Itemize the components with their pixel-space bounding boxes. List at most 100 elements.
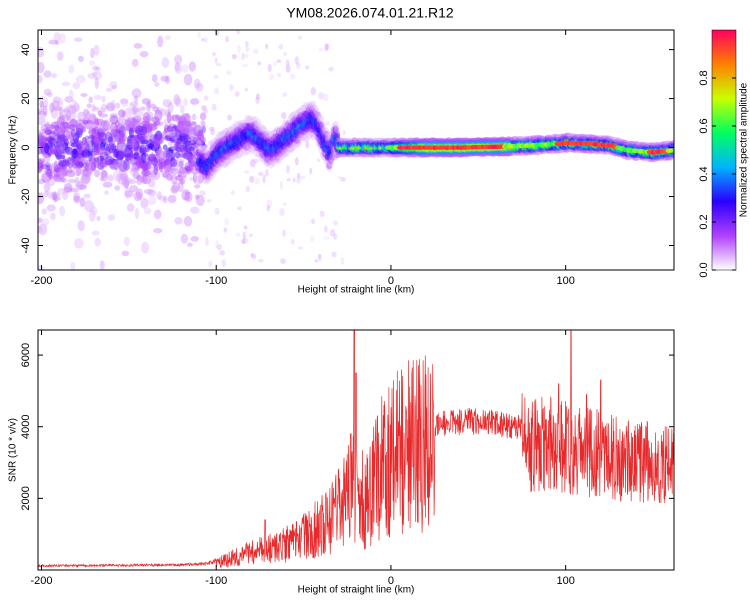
spectrogram-cell	[179, 178, 186, 185]
spectrogram-cell	[252, 120, 259, 129]
spectrogram-cell	[70, 187, 79, 193]
spectrogram-cell	[68, 118, 77, 125]
spectrogram-cell	[67, 178, 77, 184]
spectrogram-cell	[288, 144, 295, 153]
spectrogram-cell	[63, 166, 69, 177]
spectrogram-cell	[312, 104, 319, 113]
spectrogram-cell	[253, 149, 260, 158]
spectrogram-cell	[88, 96, 93, 104]
spectrogram-cell	[50, 146, 59, 155]
spectrogram-cell	[269, 158, 276, 167]
spectrogram-cell	[141, 168, 146, 178]
spectrogram-cell	[233, 149, 240, 158]
snr-panel: -200 -100 0 100 2000 4000 6000 Height of stra…	[8, 329, 675, 596]
spectrogram-cell	[309, 130, 315, 138]
spectrogram-cell	[310, 100, 317, 109]
spectrogram-cell	[89, 60, 95, 66]
spectrogram-cell	[124, 178, 130, 190]
spectrogram-cell	[224, 218, 229, 227]
spectrogram-cell	[117, 130, 126, 141]
spectrogram-cell	[261, 156, 268, 165]
spectrogram-cell	[95, 149, 105, 155]
spectrogram-cell	[329, 152, 336, 161]
spectrogram-cell	[223, 227, 227, 233]
spectrogram-cell	[96, 128, 105, 138]
spectrogram-cell	[299, 104, 306, 113]
spectrogram-cell	[183, 73, 193, 86]
spectrogram-cell	[146, 100, 151, 112]
spectrogram-cell	[162, 195, 168, 204]
spectrogram-cell	[274, 155, 281, 163]
spectrogram-cell	[206, 173, 213, 182]
spectrogram-cell	[53, 165, 62, 178]
spectrogram-cell	[182, 127, 190, 138]
spectrogram-cell	[315, 110, 322, 119]
spectrogram-cell	[48, 168, 56, 179]
spectrogram-cell	[241, 119, 248, 128]
spectrogram-cell	[38, 135, 47, 147]
spectrogram-cell	[124, 118, 135, 123]
spectrogram-cell	[287, 115, 293, 124]
spectrogram-cell	[77, 111, 86, 122]
spectrogram-cell	[53, 32, 61, 42]
spectrogram-cell	[307, 103, 314, 112]
spectrogram-cell	[167, 154, 173, 162]
spectrogram-cell	[157, 157, 167, 170]
spectrogram-cell	[296, 107, 303, 116]
spectrogram-cell	[183, 216, 193, 227]
spectrogram-cell	[40, 101, 45, 112]
spectrogram-cell	[155, 149, 161, 158]
spectrogram-cell	[160, 108, 167, 117]
spectrogram-x-tick-label: 0	[388, 275, 394, 287]
spectrogram-cell	[527, 135, 534, 141]
spectrogram-cell	[175, 175, 184, 181]
spectrogram-cell	[229, 84, 234, 92]
spectrogram-cell	[280, 258, 286, 264]
spectrogram-cell	[100, 120, 106, 127]
spectrogram-cell	[166, 151, 173, 160]
spectrogram-cell	[174, 175, 184, 181]
spectrogram-cell	[320, 151, 326, 160]
spectrogram-cell	[68, 124, 78, 131]
spectrogram-y-tick-label: -20	[20, 189, 32, 205]
spectrogram-cell	[313, 107, 320, 116]
spectrogram-cell	[234, 91, 240, 97]
spectrogram-cell	[84, 159, 94, 167]
spectrogram-cell	[40, 164, 49, 170]
spectrogram-cell	[152, 121, 158, 127]
spectrogram-cell	[82, 108, 90, 118]
spectrogram-cell	[45, 170, 51, 176]
spectrogram-cell	[141, 115, 150, 127]
spectrogram-cell	[49, 124, 56, 129]
spectrogram-cell	[192, 173, 198, 184]
spectrogram-cell	[324, 43, 329, 52]
spectrogram-cell	[296, 130, 303, 139]
spectrogram-cell	[175, 141, 180, 149]
spectrogram-cell	[662, 141, 669, 147]
colorbar-tick-label: 0.2	[698, 214, 710, 229]
spectrogram-cell	[190, 121, 197, 126]
spectrogram-cell	[147, 143, 155, 149]
spectrogram-cell	[261, 126, 268, 135]
spectrogram-cell	[129, 185, 139, 193]
spectrogram-cell	[177, 120, 185, 132]
spectrogram-cell	[129, 153, 135, 159]
spectrogram-cell	[143, 165, 149, 177]
spectrogram-cell	[107, 174, 115, 182]
spectrogram-cell	[94, 135, 102, 145]
spectrogram-cell	[81, 149, 91, 158]
spectrogram-cell	[285, 59, 290, 67]
spectrogram-cell	[112, 159, 122, 169]
spectrogram-cell	[113, 128, 122, 134]
spectrogram-cell	[149, 172, 157, 178]
spectrogram-cell	[99, 260, 105, 270]
spectrogram-cell	[614, 137, 620, 143]
spectrogram-cell	[166, 111, 172, 124]
spectrogram-cell	[573, 134, 580, 140]
spectrogram-cell	[84, 120, 95, 130]
spectrogram-cell	[224, 158, 231, 167]
spectrogram-cell	[305, 140, 310, 149]
spectrogram-cell	[159, 151, 165, 162]
spectrogram-cell	[294, 109, 301, 118]
